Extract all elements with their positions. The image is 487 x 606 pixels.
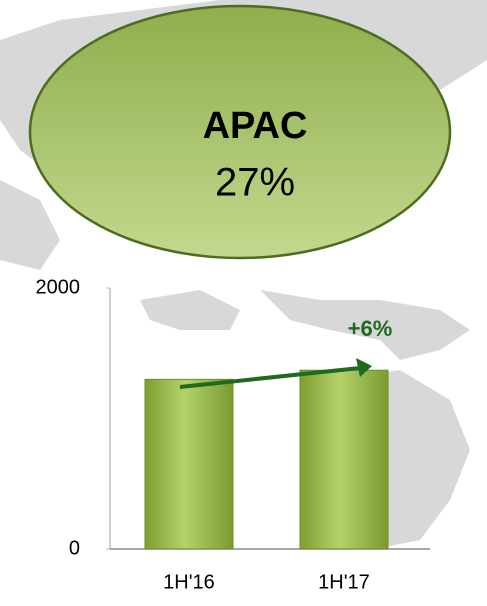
callout-text: 27%: [215, 161, 295, 205]
y-tick-label: 0: [69, 537, 80, 559]
bar: [144, 378, 234, 550]
callout-ellipse: [28, 4, 452, 260]
trend-arrow: [179, 366, 361, 389]
annotation: +6%: [348, 316, 393, 341]
x-tick-label: 1H'16: [163, 571, 215, 593]
trend-arrowhead: [356, 358, 372, 377]
y-tick-label: 2000: [36, 276, 81, 298]
bar: [299, 369, 389, 550]
x-tick-label: 1H'17: [318, 571, 370, 593]
callout-title: APAC: [203, 105, 308, 147]
